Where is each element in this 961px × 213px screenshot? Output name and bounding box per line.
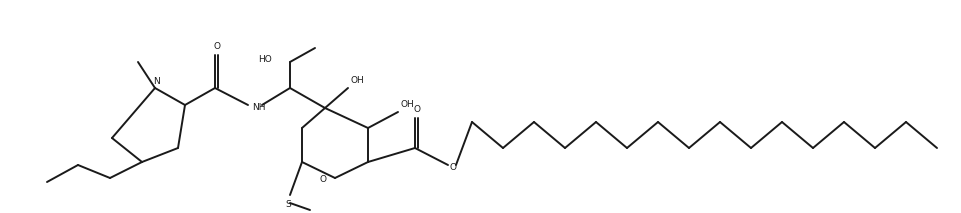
Text: O: O [413,105,420,114]
Text: O: O [450,164,456,173]
Text: OH: OH [351,76,364,85]
Text: O: O [213,42,220,51]
Text: N: N [154,77,160,86]
Text: OH: OH [401,100,414,109]
Text: HO: HO [258,56,272,65]
Text: S: S [284,200,290,209]
Text: NH: NH [252,104,265,112]
Text: O: O [320,176,327,184]
